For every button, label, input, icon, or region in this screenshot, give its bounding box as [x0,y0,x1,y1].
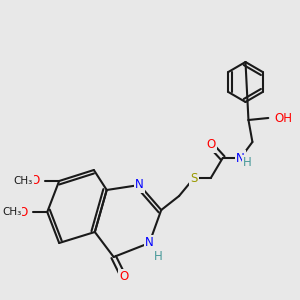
Text: S: S [190,172,198,184]
Text: O: O [31,175,40,188]
Text: N: N [145,236,154,250]
Text: N: N [135,178,144,191]
Text: CH₃: CH₃ [2,207,21,217]
Text: H: H [243,157,252,169]
Text: CH₃: CH₃ [14,176,33,186]
Text: O: O [119,271,128,284]
Text: OH: OH [274,112,292,124]
Text: O: O [19,206,28,218]
Text: O: O [206,139,215,152]
Text: H: H [154,250,163,263]
Text: N: N [236,152,245,164]
